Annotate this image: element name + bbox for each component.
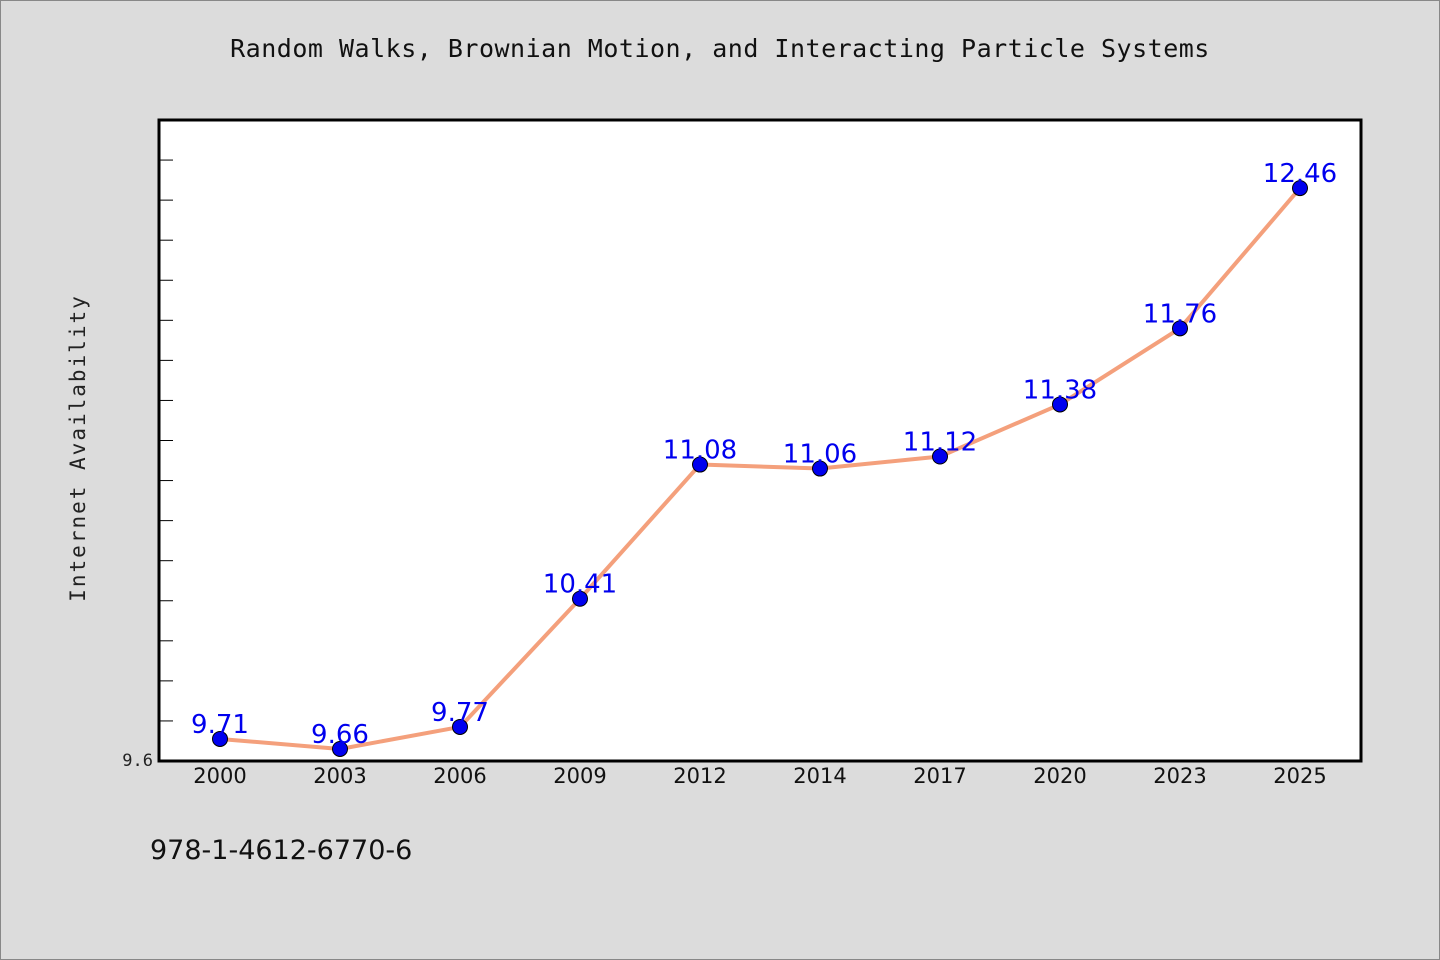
- chart-title: Random Walks, Brownian Motion, and Inter…: [230, 34, 1210, 63]
- x-tick-label: 2003: [313, 764, 366, 788]
- x-tick-label: 2023: [1153, 764, 1206, 788]
- data-label: 11.38: [1023, 375, 1097, 405]
- data-point: [1052, 396, 1068, 413]
- data-point: [812, 460, 828, 477]
- data-label: 11.06: [783, 440, 857, 470]
- x-tick-label: 2012: [673, 764, 726, 788]
- data-label: 11.08: [663, 436, 737, 466]
- data-label: 9.77: [431, 698, 489, 728]
- y-tick-labels: 9.6: [122, 751, 153, 771]
- isbn-label: 978-1-4612-6770-6: [150, 835, 413, 866]
- x-tick-label: 2025: [1273, 764, 1326, 788]
- data-label: 11.76: [1143, 299, 1217, 329]
- x-tick-label: 2006: [433, 764, 486, 788]
- data-labels: 9.71 9.66 9.77 10.41 11.08 11.06 11.12 11.38 11.…: [191, 159, 1337, 750]
- data-label: 10.41: [543, 570, 617, 600]
- data-label: 9.71: [191, 710, 249, 740]
- data-point: [452, 718, 468, 735]
- x-tick-label: 2020: [1033, 764, 1086, 788]
- data-point: [1292, 180, 1308, 197]
- data-label: 11.12: [903, 428, 977, 458]
- data-label: 9.66: [311, 720, 369, 750]
- x-tick-label: 2017: [913, 764, 966, 788]
- data-point: [572, 590, 588, 607]
- x-tick-labels: 2000 2003 2006 2009 2012 2014 2017 2020 2023 2025: [193, 764, 1326, 788]
- data-point: [1172, 320, 1188, 337]
- y-minor-ticks: [159, 159, 173, 722]
- data-points: [212, 180, 1308, 757]
- y-tick-label: 9.6: [122, 751, 153, 771]
- data-point: [212, 730, 228, 747]
- x-tick-label: 2014: [793, 764, 846, 788]
- data-point: [932, 448, 948, 465]
- plot-area: [157, 118, 1363, 763]
- data-label: 12.46: [1263, 159, 1337, 189]
- data-point: [692, 456, 708, 473]
- x-tick-label: 2000: [193, 764, 246, 788]
- x-tick-label: 2009: [553, 764, 606, 788]
- series-line: [219, 186, 1302, 751]
- data-point: [332, 740, 348, 757]
